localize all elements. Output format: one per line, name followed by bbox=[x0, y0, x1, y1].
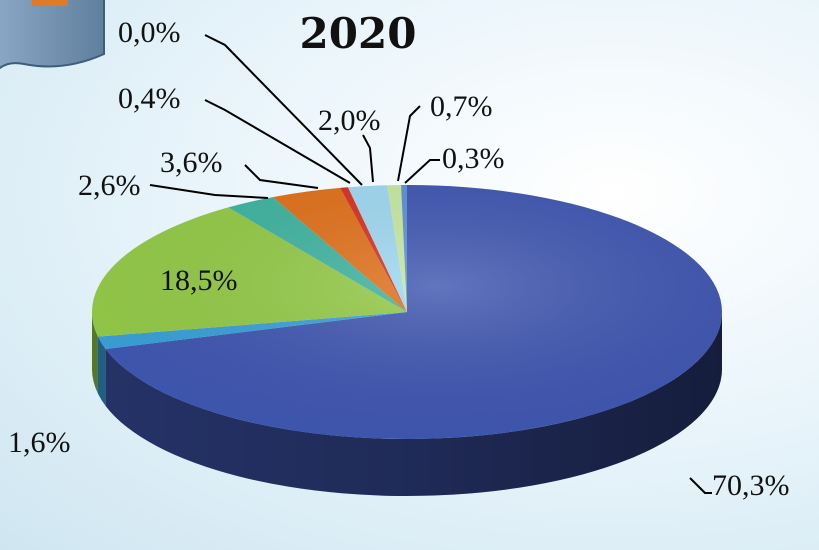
leader-line-6 bbox=[204, 34, 363, 186]
pie-side-shading bbox=[92, 312, 722, 496]
slice-label-5: 0,4% bbox=[118, 82, 181, 115]
slice-label-3: 2,6% bbox=[78, 169, 141, 202]
leader-line-5 bbox=[204, 99, 351, 184]
leader-line-3 bbox=[149, 184, 269, 199]
pie-side bbox=[92, 312, 723, 496]
chart-title: 2020 bbox=[300, 9, 417, 58]
decor-book bbox=[0, 0, 112, 82]
slice-label-7: 2,0% bbox=[318, 104, 381, 137]
slice-label-9: 0,3% bbox=[442, 142, 505, 175]
leader-line-0 bbox=[689, 477, 712, 494]
slice-labels: 70,3% 1,6% 18,5% 2,6% 3,6% 0,4% 0,0% 2,0% 0,7% 0,… bbox=[8, 16, 790, 502]
book-icon bbox=[0, 0, 105, 70]
slice-label-0: 70,3% bbox=[712, 469, 790, 502]
slice-label-1: 1,6% bbox=[8, 426, 71, 459]
leader-lines bbox=[149, 34, 712, 494]
slice-label-8: 0,7% bbox=[430, 90, 493, 123]
slice-label-6: 0,0% bbox=[118, 16, 181, 49]
leader-line-7 bbox=[362, 134, 374, 183]
leader-line-9 bbox=[404, 159, 440, 184]
leader-line-8 bbox=[397, 105, 421, 182]
pie-top-gloss bbox=[92, 185, 722, 439]
pie-top bbox=[92, 185, 722, 440]
slice-label-4: 3,6% bbox=[160, 146, 223, 179]
slice-label-2: 18,5% bbox=[160, 264, 238, 297]
leader-line-4 bbox=[244, 164, 319, 189]
